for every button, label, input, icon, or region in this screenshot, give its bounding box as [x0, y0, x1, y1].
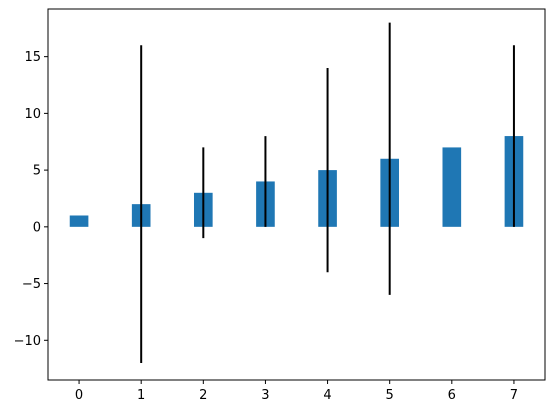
x-tick-label: 5	[386, 388, 394, 403]
plot-frame	[47, 8, 546, 381]
y-tick-label: 10	[24, 107, 41, 122]
x-tick-label: 1	[137, 388, 145, 403]
y-tick-label: −5	[22, 277, 41, 292]
x-tick-label: 4	[323, 388, 331, 403]
x-tick-label: 3	[261, 388, 269, 403]
bar-6	[442, 147, 462, 227]
bars-layer	[69, 136, 524, 227]
y-axis: −10 −5 0 5 10 15	[14, 50, 48, 349]
bar-0	[69, 215, 89, 227]
x-tick-label: 0	[75, 388, 83, 403]
x-tick-label: 7	[510, 388, 518, 403]
x-axis: 0 1 2 3 4 5 6 7	[75, 380, 518, 403]
y-tick-label: 5	[33, 164, 41, 179]
y-tick-label: 15	[24, 50, 41, 65]
y-tick-label: −10	[14, 334, 41, 349]
x-tick-label: 6	[448, 388, 456, 403]
error-bars-layer	[140, 22, 515, 363]
x-tick-label: 2	[199, 388, 207, 403]
y-tick-label: 0	[33, 220, 41, 235]
